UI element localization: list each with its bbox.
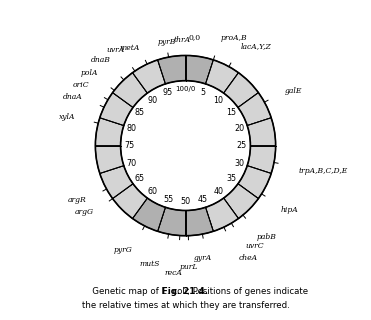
Wedge shape [224, 73, 259, 108]
Text: argR: argR [67, 196, 86, 204]
Text: 60: 60 [147, 187, 157, 196]
Wedge shape [158, 207, 186, 236]
Text: oriC: oriC [73, 81, 90, 89]
Text: Genetic map of E. coli; Positions of genes indicate: Genetic map of E. coli; Positions of gen… [62, 287, 309, 296]
Text: 15: 15 [226, 108, 236, 117]
Text: dnaB: dnaB [91, 56, 111, 64]
Text: xylA: xylA [59, 113, 76, 121]
Text: Fig. 21.4.: Fig. 21.4. [162, 287, 209, 296]
Wedge shape [247, 118, 276, 146]
Wedge shape [238, 166, 271, 199]
Text: 35: 35 [226, 174, 236, 183]
Text: gyrA: gyrA [194, 254, 212, 262]
Text: 75: 75 [124, 141, 134, 150]
Wedge shape [238, 92, 271, 125]
Wedge shape [132, 198, 165, 231]
Text: recA: recA [165, 269, 183, 277]
Text: lacA,Y,Z: lacA,Y,Z [240, 42, 271, 50]
Text: purL: purL [180, 263, 198, 271]
Text: proA,B: proA,B [221, 34, 247, 42]
Text: galE: galE [285, 87, 302, 95]
Text: thrA: thrA [174, 36, 191, 44]
Wedge shape [112, 73, 147, 108]
Wedge shape [158, 55, 186, 84]
Wedge shape [100, 166, 133, 199]
Text: mutS: mutS [139, 260, 160, 268]
Text: 85: 85 [135, 108, 145, 117]
Text: 80: 80 [127, 124, 137, 133]
Text: pabB: pabB [256, 233, 276, 241]
Text: pyrB: pyrB [157, 37, 175, 45]
Wedge shape [100, 92, 133, 125]
Wedge shape [186, 55, 213, 84]
Text: 90: 90 [147, 96, 157, 105]
Text: 95: 95 [163, 88, 173, 97]
Text: 25: 25 [237, 141, 247, 150]
Text: 5: 5 [200, 88, 206, 97]
Text: 10: 10 [214, 96, 224, 105]
Wedge shape [206, 60, 239, 93]
Text: trpA,B,C,D,E: trpA,B,C,D,E [298, 167, 348, 175]
Text: 45: 45 [198, 195, 208, 204]
Text: 100/0: 100/0 [175, 86, 196, 92]
Wedge shape [247, 146, 276, 173]
Text: uvrC: uvrC [245, 243, 264, 251]
Text: the relative times at which they are transferred.: the relative times at which they are tra… [82, 301, 289, 310]
Text: 65: 65 [135, 174, 145, 183]
Text: hipA: hipA [281, 206, 299, 214]
Wedge shape [95, 118, 124, 146]
Text: cheA: cheA [239, 254, 257, 262]
Text: 55: 55 [163, 195, 173, 204]
Wedge shape [132, 60, 165, 93]
Text: 50: 50 [180, 197, 191, 206]
Text: 40: 40 [214, 187, 224, 196]
Text: 70: 70 [127, 158, 137, 167]
Text: 30: 30 [234, 158, 244, 167]
Text: pyrG: pyrG [114, 246, 132, 254]
Wedge shape [112, 184, 147, 219]
Text: 20: 20 [234, 124, 244, 133]
Text: metA: metA [119, 44, 139, 52]
Text: polA: polA [81, 69, 98, 77]
Wedge shape [206, 198, 239, 231]
Text: argG: argG [75, 208, 93, 216]
Text: dnaA: dnaA [63, 93, 83, 101]
Wedge shape [95, 146, 124, 173]
Text: uvrA: uvrA [106, 46, 125, 54]
Wedge shape [224, 184, 259, 219]
Text: 0,0: 0,0 [189, 33, 201, 41]
Wedge shape [186, 207, 213, 236]
